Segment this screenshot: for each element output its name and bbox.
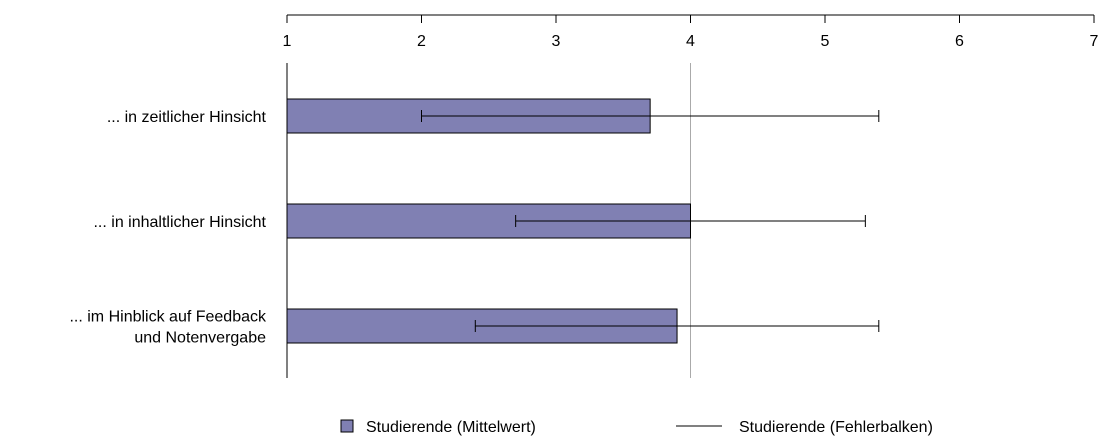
x-tick-label: 5 (821, 33, 830, 50)
legend-label-errorbars: Studierende (Fehlerbalken) (739, 419, 933, 436)
error-bar (421, 110, 880, 122)
x-tick-label: 2 (417, 33, 426, 50)
legend-item-mean: Studierende (Mittelwert) (340, 419, 536, 436)
x-tick-label: 7 (1090, 33, 1099, 50)
legend-label-mean: Studierende (Mittelwert) (366, 419, 536, 436)
legend-item-errorbars: Studierende (Fehlerbalken) (676, 419, 933, 436)
x-tick-label: 6 (955, 33, 964, 50)
category-label: ... im Hinblick auf Feedback (69, 309, 267, 326)
error-bar (474, 320, 880, 332)
category-label: und Notenvergabe (134, 330, 266, 347)
x-tick-label: 1 (283, 33, 292, 50)
x-tick-label: 4 (686, 33, 695, 50)
error-bar (515, 215, 866, 227)
legend-swatch-mean (340, 419, 354, 433)
category-label: ... in zeitlicher Hinsicht (107, 109, 267, 126)
category-labels: ... in zeitlicher Hinsicht ... in inhaltl… (69, 109, 267, 347)
legend: Studierende (Mittelwert) Studierende (Feh… (340, 419, 933, 436)
x-tick-label: 3 (552, 33, 561, 50)
category-label: ... in inhaltlicher Hinsicht (93, 214, 266, 231)
error-bars (421, 110, 880, 332)
